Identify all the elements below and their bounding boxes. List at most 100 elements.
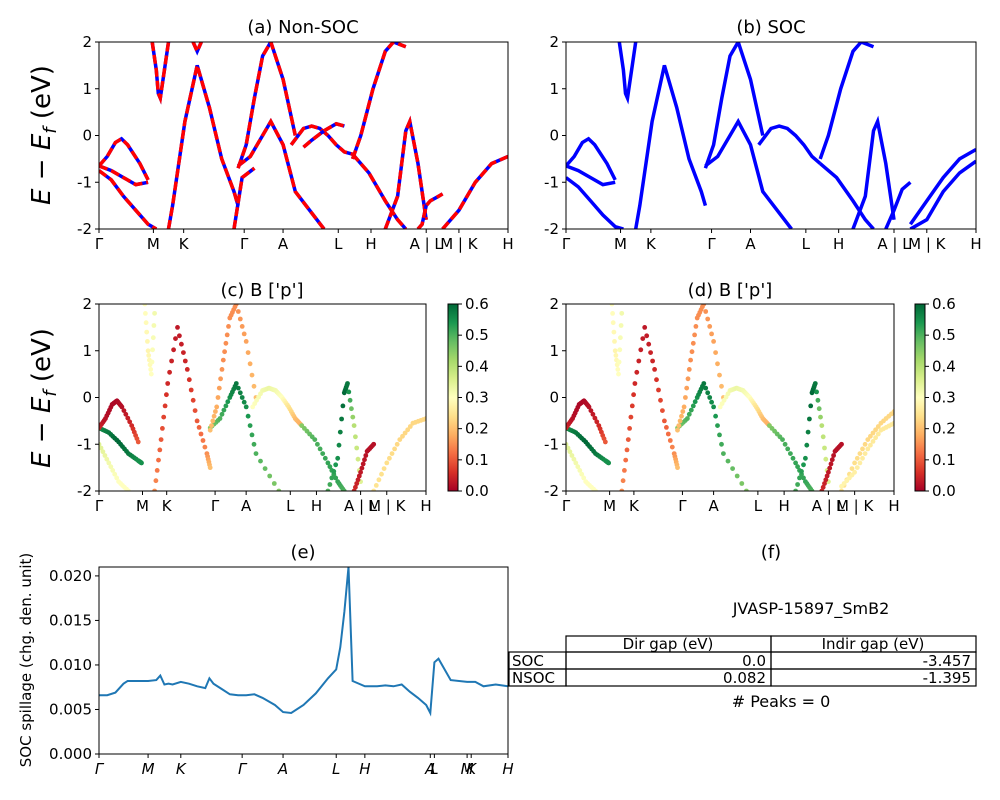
band-point: [354, 481, 360, 486]
band-point: [681, 404, 687, 410]
xtick-label: A: [745, 235, 756, 253]
band-point: [354, 445, 360, 451]
band-point: [795, 482, 800, 487]
band-point: [868, 433, 873, 439]
band-point: [389, 451, 395, 456]
band-point: [819, 423, 825, 428]
band-point: [686, 411, 692, 417]
band-point: [143, 320, 149, 326]
band-point: [190, 397, 196, 403]
band-point: [233, 304, 239, 307]
band-point: [679, 413, 684, 419]
band-point: [253, 451, 259, 456]
band-point: [566, 445, 571, 451]
band-point: [327, 464, 333, 470]
band-point: [862, 441, 868, 447]
band-point: [685, 416, 690, 421]
band-point: [824, 473, 830, 479]
xtick-label: L: [286, 497, 295, 515]
band-point: [788, 451, 793, 456]
band-point: [628, 414, 634, 420]
band-point: [711, 339, 716, 344]
band-point: [566, 441, 569, 447]
band-point: [154, 468, 160, 473]
band-point: [615, 367, 621, 372]
band-point: [852, 460, 857, 466]
band-point: [161, 414, 167, 420]
band-point: [715, 361, 720, 367]
band-point: [359, 465, 365, 471]
band-line-dashed: [237, 117, 326, 229]
band-point: [646, 341, 652, 347]
band-line-dashed: [351, 153, 408, 229]
band-point: [317, 446, 323, 452]
band-point: [392, 446, 397, 452]
xtick-label: K: [466, 760, 477, 778]
ylabel-row1: E − Ef (eV): [27, 65, 61, 205]
band-point: [785, 446, 791, 452]
band-point: [873, 435, 878, 441]
band-point: [709, 331, 714, 337]
band-point: [569, 453, 575, 458]
band-point: [221, 407, 227, 413]
band-point: [223, 340, 229, 346]
band-point: [156, 457, 161, 463]
band-point: [701, 304, 707, 307]
band-point: [616, 371, 621, 377]
band-line-dashed: [150, 42, 171, 105]
band-point: [662, 418, 667, 424]
band-point: [780, 437, 785, 442]
band-point: [258, 458, 263, 464]
ytick-label: -2: [77, 220, 92, 238]
panel-a-title: (a) Non-SOC: [247, 17, 358, 38]
table-header-dir: Dir gap (eV): [623, 635, 714, 653]
band-point: [744, 488, 749, 491]
band-point: [683, 395, 688, 400]
band-point: [688, 407, 694, 413]
band-point: [235, 309, 241, 314]
band-point: [226, 324, 231, 329]
band-point: [816, 406, 822, 412]
xtick-label: Γ: [707, 235, 716, 253]
xtick-label: A | L: [812, 497, 846, 515]
band-line: [757, 124, 822, 165]
band-line: [818, 42, 875, 160]
xtick-label: M | K: [908, 235, 947, 253]
band-point: [213, 409, 218, 414]
band-point: [831, 453, 836, 458]
band-point: [243, 404, 249, 410]
band-point: [146, 353, 152, 358]
band-point: [625, 437, 631, 442]
band-point: [573, 460, 579, 466]
band-point: [237, 390, 243, 396]
band-point: [150, 335, 156, 341]
band-point: [801, 462, 806, 468]
band-point: [849, 466, 855, 471]
xtick-label: M | K: [440, 235, 479, 253]
band-point: [312, 437, 318, 442]
band-point: [865, 446, 871, 452]
band-point: [325, 460, 331, 466]
xtick-label: H: [502, 760, 513, 778]
xtick-label: H: [888, 497, 899, 515]
xtick-label: H: [502, 235, 513, 253]
colorbar-label: 0.3: [932, 389, 956, 407]
band-point: [808, 403, 814, 409]
band-point: [870, 430, 876, 436]
band-point: [713, 413, 718, 419]
ylabel-row2: E − Ef (eV): [27, 328, 61, 468]
table-row-soc-indir: -3.457: [923, 652, 971, 670]
band-point: [717, 432, 722, 438]
band-point: [616, 359, 622, 365]
band-point: [826, 469, 831, 475]
xtick-label: Γ: [562, 497, 571, 515]
band-point: [373, 483, 379, 488]
band-point: [703, 309, 709, 314]
xtick-label: A | L: [877, 235, 911, 253]
xtick-label: K: [176, 760, 187, 778]
band-point: [145, 348, 151, 354]
band-point: [335, 455, 341, 461]
band-point: [353, 484, 358, 490]
band-point: [803, 455, 808, 461]
band-point: [347, 397, 353, 403]
